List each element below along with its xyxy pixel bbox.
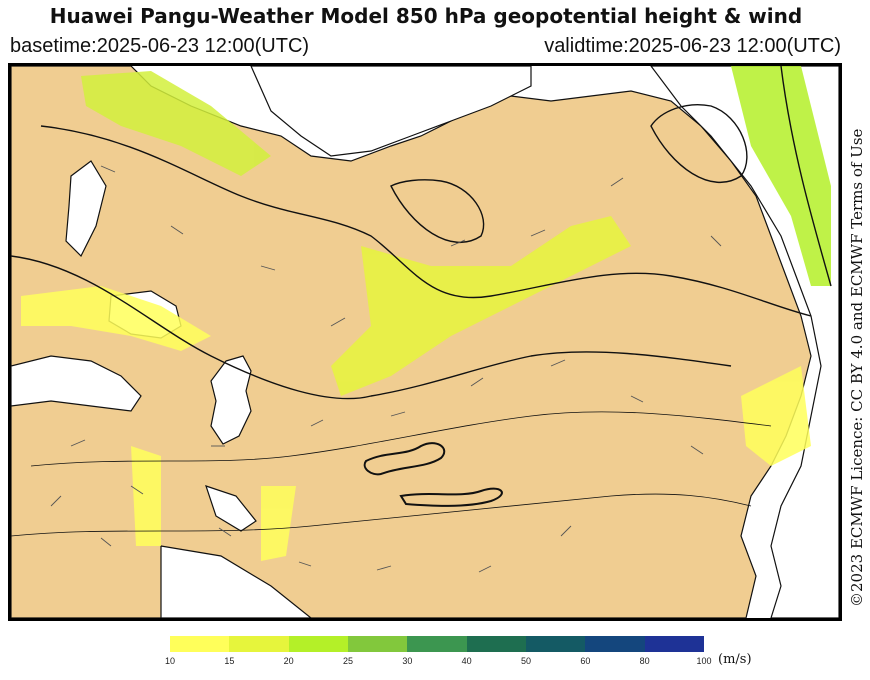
colorbar-tick-label: 10 — [164, 656, 176, 666]
contour-line — [11, 493, 752, 537]
colorbar-segment — [288, 636, 348, 652]
license-text: ©2023 ECMWF Licence: CC BY 4.0 and ECMWF… — [848, 128, 866, 607]
colorbar-tick-label: 60 — [580, 656, 591, 666]
colorbar-segment — [644, 636, 704, 652]
wind-band-central — [331, 216, 631, 396]
colorbar-tick-label: 50 — [520, 656, 532, 666]
height-contours — [11, 66, 832, 537]
colorbar-tick-label: 40 — [461, 656, 472, 666]
contour-line — [390, 179, 485, 243]
colorbar-tick-label: 30 — [402, 656, 413, 666]
colorbar-segment — [466, 636, 526, 652]
basetime-label: basetime:2025-06-23 12:00(UTC) — [10, 35, 310, 57]
contour-line — [650, 104, 748, 183]
colorbar-segment — [585, 636, 645, 652]
wind-shading — [21, 66, 831, 561]
colorbar-tick-label: 100 — [696, 656, 712, 666]
arabian-sea — [160, 545, 312, 618]
colorbar-segment — [347, 636, 408, 652]
contour-line — [40, 125, 812, 317]
colorbar-tick-label: 15 — [224, 656, 235, 666]
colorbar — [170, 636, 704, 652]
wind-arrows — [50, 165, 722, 573]
wind-band-west — [21, 286, 211, 351]
baltic-sea — [65, 160, 107, 258]
colorbar-segment — [525, 636, 586, 652]
mediterranean-sea — [11, 355, 142, 412]
colorbar-tick-label: 25 — [342, 656, 354, 666]
colorbar-unit: (m/s) — [718, 652, 752, 667]
wind-band-south-west — [131, 446, 161, 546]
map-canvas — [11, 66, 839, 618]
caspian-sea — [210, 355, 252, 445]
colorbar-segment — [229, 636, 289, 652]
weather-map[interactable] — [8, 63, 842, 621]
colorbar-ticks: 10 15 20 25 30 40 50 60 80 100 — [165, 656, 712, 668]
wind-band-north — [81, 71, 271, 176]
colorbar-tick-label: 80 — [639, 656, 650, 666]
contour-line — [11, 255, 732, 400]
plateau-outline — [399, 487, 503, 507]
arctic-ocean — [250, 66, 532, 157]
contour-line — [30, 411, 772, 467]
terrain-outline — [363, 442, 503, 507]
wind-band-east — [731, 66, 831, 286]
wind-band-east-south — [741, 366, 811, 466]
validtime-label: validtime:2025-06-23 12:00(UTC) — [544, 35, 841, 57]
colorbar-segment — [170, 636, 230, 652]
contour-line — [780, 66, 832, 287]
persian-gulf — [205, 485, 257, 532]
chart-title: Huawei Pangu-Weather Model 850 hPa geopo… — [49, 4, 803, 28]
colorbar-tick-label: 20 — [283, 656, 294, 666]
colorbar-segment — [407, 636, 467, 652]
wind-band-south — [261, 486, 296, 561]
plateau-outline — [363, 442, 446, 476]
